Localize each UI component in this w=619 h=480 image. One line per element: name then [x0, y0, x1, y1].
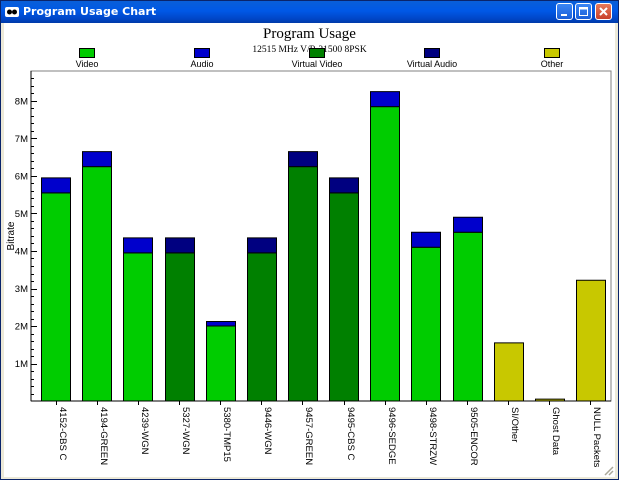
bar-segment-audio	[453, 216, 483, 233]
maximize-button[interactable]	[575, 3, 592, 20]
x-tick-label: 9495-CBS C	[345, 407, 356, 460]
bar-chart: 1M 2M 3M 4M 5M 6M 7M 8M Bitrate 4152-CBS C 4194-GR…	[6, 70, 612, 468]
bar-segment-audio	[370, 91, 400, 108]
bar-segment-audio	[82, 151, 112, 168]
legend-label-virtual-audio: Virtual Audio	[406, 59, 458, 69]
x-tick-label: SI/Other	[509, 407, 520, 442]
y-axis-label: Bitrate	[6, 221, 17, 250]
x-tick-label: 5327-WGN	[180, 407, 191, 455]
bar-segment-video	[41, 192, 71, 402]
bar-segment-virtual-video	[165, 252, 195, 402]
x-tick-label: 9446-WGN	[262, 407, 273, 455]
bar-segment-video	[206, 325, 236, 402]
y-tick-label: 4M	[15, 247, 28, 258]
bar-segment-virtual-video	[247, 252, 277, 402]
legend-label-video: Video	[75, 59, 99, 69]
bar-segment-virtual-audio	[165, 237, 195, 254]
legend-swatch-virtual-video	[309, 48, 325, 58]
minimize-icon	[561, 14, 567, 16]
y-tick-label: 2M	[15, 322, 28, 333]
y-tick-label: 7M	[15, 134, 28, 145]
bar-segment-virtual-video	[329, 192, 359, 402]
bar-segment-virtual-video	[288, 166, 318, 402]
legend-swatch-other	[544, 48, 560, 58]
x-tick-label: 4239-WGN	[139, 407, 150, 455]
bar-segment-other	[494, 342, 524, 402]
legend-item-audio: Audio	[147, 48, 257, 69]
bar-segment-video	[453, 231, 483, 402]
bar-segment-other	[576, 279, 606, 402]
bar-segment-virtual-audio	[247, 237, 277, 254]
legend-swatch-virtual-audio	[424, 48, 440, 58]
chart-title: Program Usage	[263, 26, 356, 42]
bar-segment-virtual-audio	[329, 177, 359, 194]
bar-segment-virtual-audio	[288, 151, 318, 168]
y-tick-label: 6M	[15, 172, 28, 183]
legend-label-other: Other	[540, 59, 564, 69]
bar-segment-video	[370, 106, 400, 402]
y-tick-label: 3M	[15, 284, 28, 295]
legend-item-video: Video	[32, 48, 142, 69]
bar-segment-video	[82, 166, 112, 402]
y-tick-label: 5M	[15, 209, 28, 220]
app-icon[interactable]	[5, 5, 19, 19]
chart-area: Program Usage 12515 MHz V/R 21500 8PSK V…	[4, 23, 615, 477]
legend-label-virtual-video: Virtual Video	[291, 59, 343, 69]
legend-label-audio: Audio	[190, 59, 214, 69]
close-button[interactable]	[595, 3, 612, 20]
legend-swatch-video	[79, 48, 95, 58]
minimize-button[interactable]	[556, 3, 573, 20]
x-tick-label: 9505-ENCOR	[468, 407, 479, 466]
x-tick-label: Ghost Data	[550, 407, 561, 456]
bar-segment-audio	[123, 237, 153, 254]
x-tick-label: 9498-STRZW	[427, 407, 438, 465]
title-bar[interactable]: Program Usage Chart	[1, 1, 618, 23]
window-title: Program Usage Chart	[23, 5, 157, 18]
resize-grip-icon[interactable]	[602, 464, 614, 476]
x-tick-label: 9457-GREEN	[303, 407, 314, 465]
x-tick-label: 4152-CBS C	[57, 407, 68, 460]
legend-item-other: Other	[497, 48, 607, 69]
y-tick-label: 8M	[15, 97, 28, 108]
x-tick-label: NULL Packets	[591, 407, 602, 468]
bar-segment-audio	[411, 231, 441, 248]
legend-swatch-audio	[194, 48, 210, 58]
y-tick-label: 1M	[15, 359, 28, 370]
bar-segment-video	[411, 246, 441, 402]
x-tick-label: 9496-SEDGE	[386, 407, 397, 465]
bar-segment-other	[535, 398, 565, 402]
legend-item-virtual-audio: Virtual Audio	[377, 48, 487, 69]
legend-item-virtual-video: Virtual Video	[262, 48, 372, 69]
x-tick-label: 4194-GREEN	[98, 407, 109, 465]
bar-segment-audio	[41, 177, 71, 194]
x-tick-label: 5380-TMP15	[221, 407, 232, 462]
maximize-icon	[579, 7, 588, 16]
close-icon	[599, 7, 608, 16]
bar-segment-audio	[206, 321, 236, 327]
bar-segment-video	[123, 252, 153, 402]
